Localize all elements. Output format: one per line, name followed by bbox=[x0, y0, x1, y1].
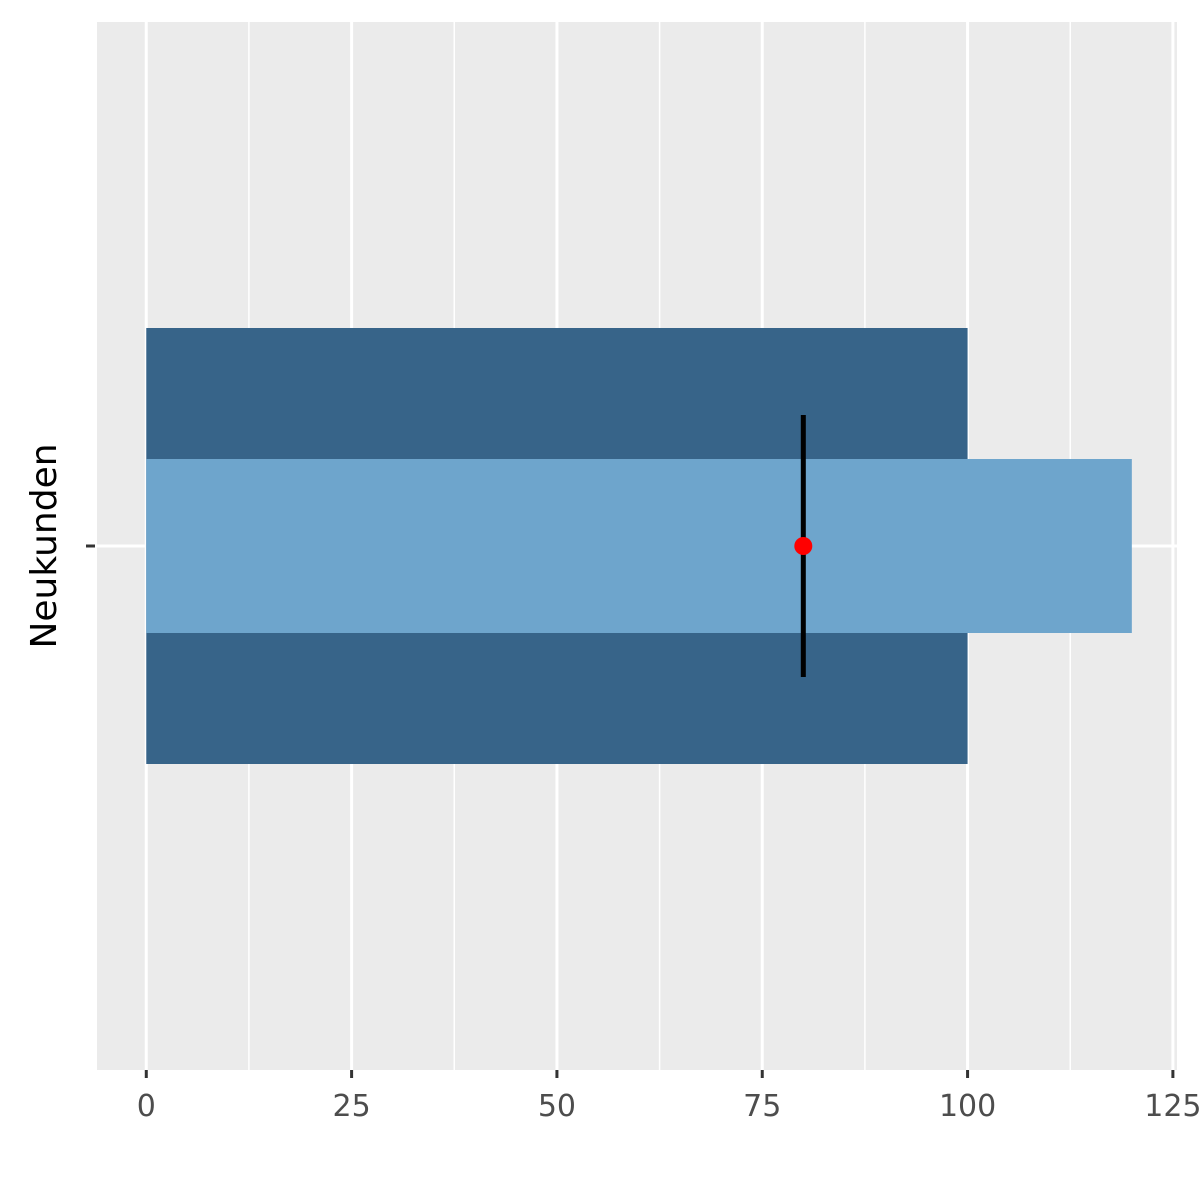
y-axis-label: Neukunden bbox=[24, 443, 65, 648]
x-tick-label: 50 bbox=[538, 1089, 576, 1124]
target-point bbox=[794, 537, 813, 555]
x-tick-label: 100 bbox=[939, 1089, 996, 1124]
data-marks bbox=[146, 328, 1132, 764]
measure-bar bbox=[146, 459, 1132, 633]
x-tick-label: 0 bbox=[137, 1089, 156, 1124]
x-tick-label: 125 bbox=[1144, 1089, 1200, 1124]
x-axis: 0 25 50 75 100 125 bbox=[137, 1070, 1200, 1124]
x-tick-label: 75 bbox=[743, 1089, 781, 1124]
x-tick-label: 25 bbox=[333, 1089, 371, 1124]
